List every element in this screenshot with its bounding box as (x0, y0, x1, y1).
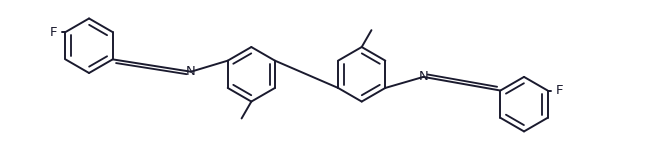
Text: F: F (556, 84, 563, 97)
Text: N: N (419, 70, 428, 83)
Text: N: N (186, 65, 196, 78)
Text: F: F (50, 26, 57, 39)
